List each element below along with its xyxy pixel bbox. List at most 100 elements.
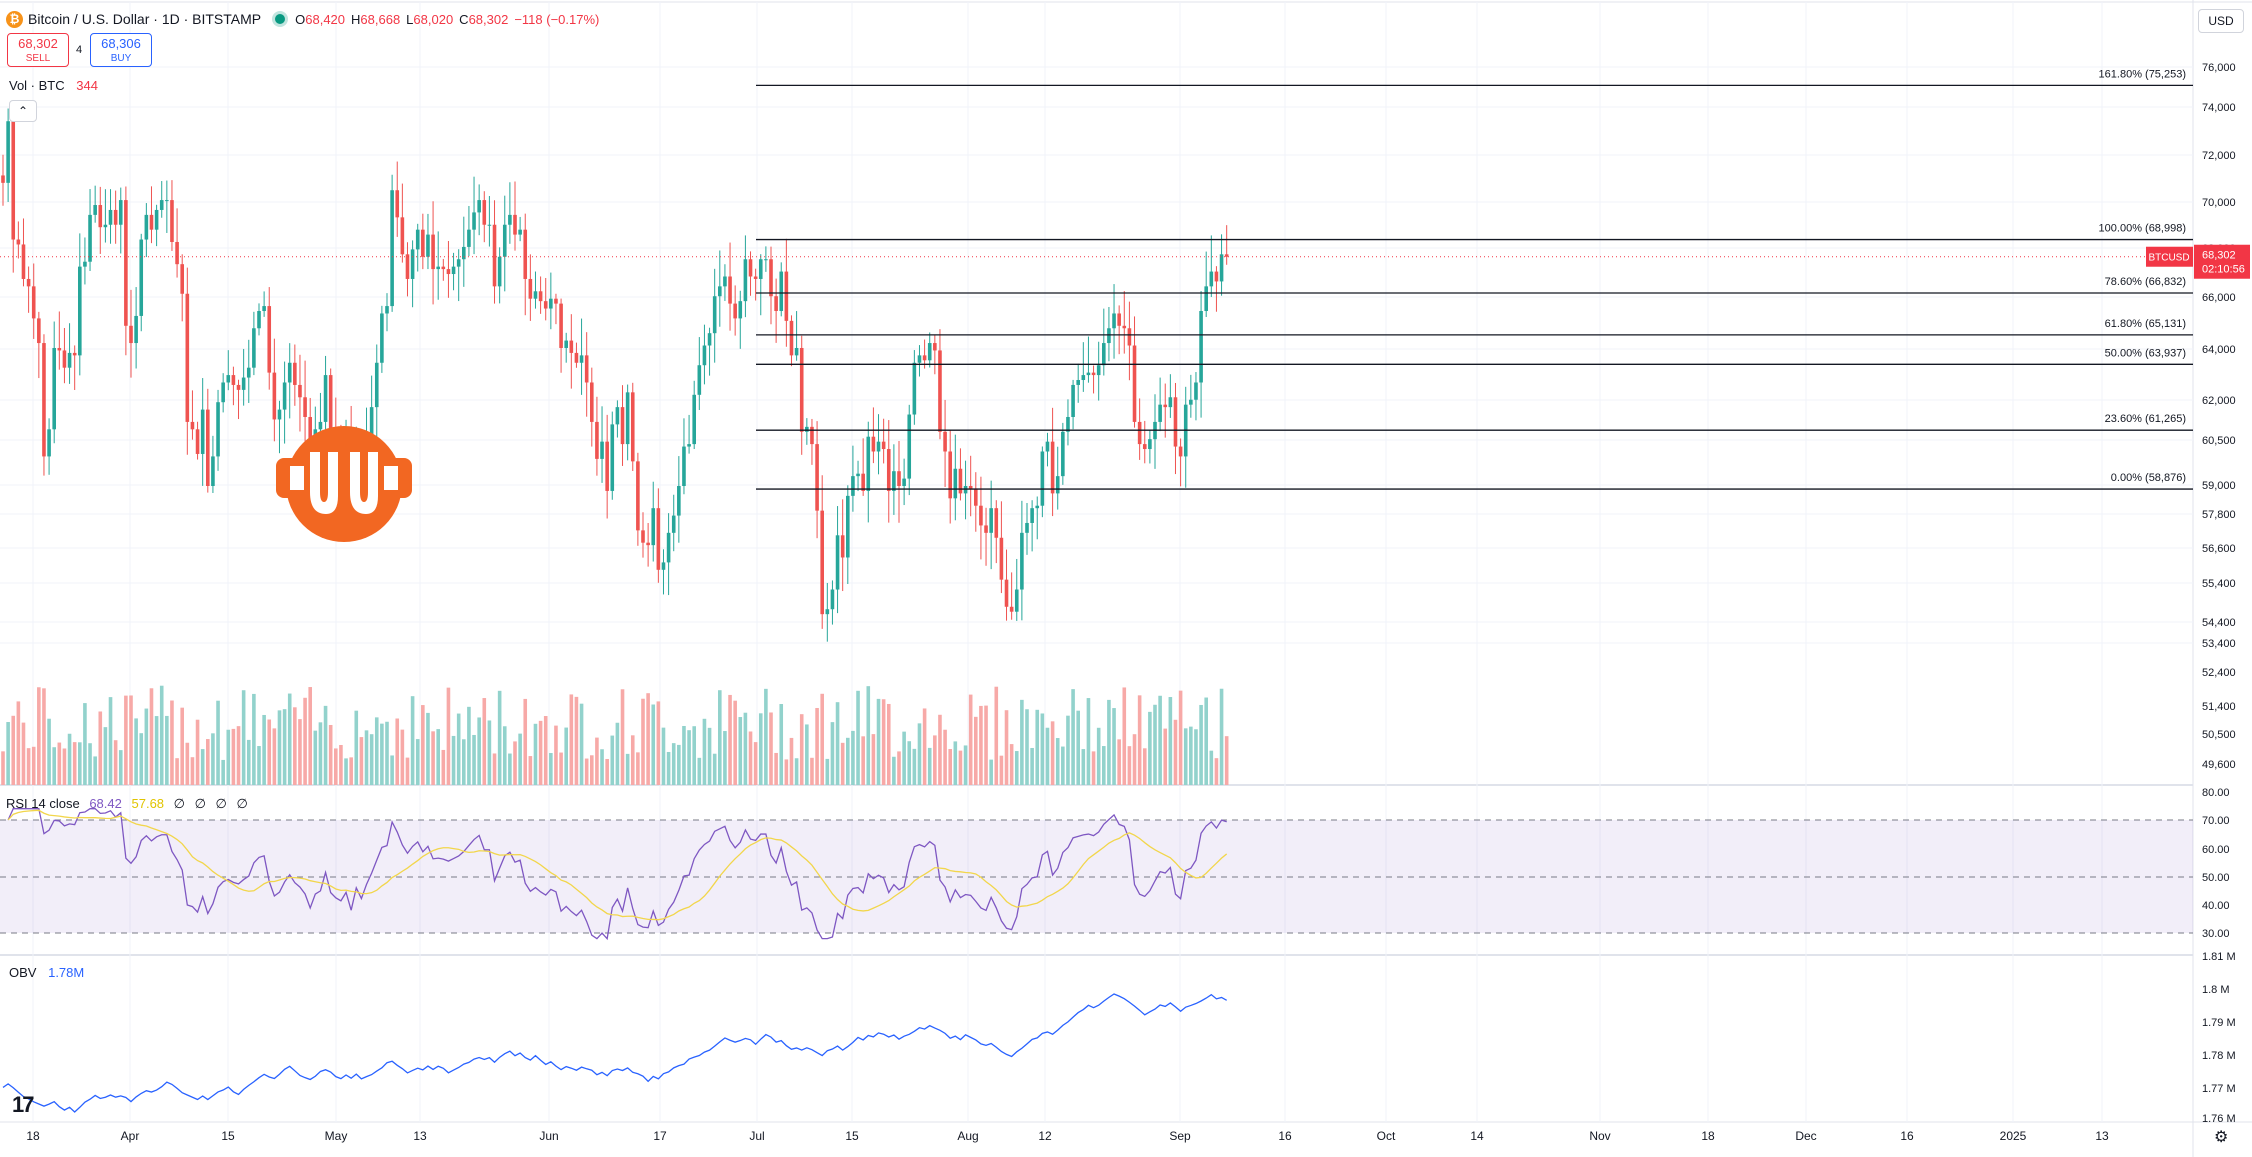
obv-value: 1.78M [48,965,85,980]
candle-body [118,200,123,225]
chevron-up-icon[interactable]: ⌃ [9,100,37,122]
candle-body [753,276,758,279]
candle-body [1076,380,1080,385]
candle-body [830,589,835,610]
rsi-axis-label: 60.00 [2202,844,2230,856]
time-axis-label: 13 [2095,1129,2109,1143]
time-axis-label: Aug [957,1129,978,1143]
volume-label: Vol · BTC [9,78,65,93]
rsi-axis-label: 30.00 [2202,928,2230,940]
candle-body [1199,311,1203,383]
volume-bar [933,735,937,785]
volume-bar [1045,727,1050,785]
rsi-label: RSI 14 close [6,796,80,811]
candle-body [938,350,942,432]
volume-bar [615,722,620,785]
volume-bar [231,728,236,785]
candle-body [298,384,302,398]
volume-bar [610,735,615,785]
candle-body [1173,397,1178,447]
volume-bar [446,687,451,785]
candle-body [1178,446,1183,457]
symbol-title[interactable]: Bitcoin / U.S. Dollar · 1D · BITSTAMP [28,11,262,27]
obv-legend[interactable]: OBV 1.78M [9,965,84,980]
time-axis-label: 16 [1900,1129,1914,1143]
volume-bar [267,719,272,785]
volume-bar [318,722,323,785]
candle-body [1204,286,1208,312]
candle-body [436,266,440,270]
candle-body [892,471,896,491]
candle-body [615,407,620,425]
volume-bar [374,717,379,785]
candle-body [840,535,845,558]
volume-bar [195,719,200,785]
candle-body [405,254,410,279]
gear-icon[interactable]: ⚙ [2214,1129,2229,1146]
volume-bar [625,753,630,785]
price-axis-label: 64,000 [2202,344,2236,356]
candle-body [574,352,579,363]
rsi-ma-line [7,809,1228,921]
candle-body [52,347,56,430]
candle-body [554,298,558,304]
price-axis-label: 52,400 [2202,667,2236,679]
volume-bar [159,685,164,785]
volume-bar [830,722,835,785]
ohlc-low: L68,020 [406,11,454,27]
volume-bar [989,759,993,785]
volume-bar [769,712,773,785]
candle-body [1148,439,1152,450]
candle-body [206,409,210,486]
volume-legend[interactable]: Vol · BTC 344 [9,78,98,93]
symbol-header[interactable]: ₿ Bitcoin / U.S. Dollar · 1D · BITSTAMP … [6,9,599,29]
volume-bar [262,714,266,785]
volume-bar [108,697,113,785]
volume-bar [42,688,46,785]
volume-bar [1127,746,1132,785]
candle-body [390,190,394,307]
volume-bar [1009,744,1014,785]
candle-body [641,530,645,543]
time-axis-label: 14 [1470,1129,1484,1143]
candle-body [144,214,149,240]
candle-body [502,224,507,257]
sell-button[interactable]: 68,302 SELL [7,33,69,67]
volume-bar [154,716,159,785]
obv-axis-label: 1.81 M [2202,951,2236,963]
volume-bar [221,759,225,785]
volume-bar [139,733,144,785]
volume-bar [630,735,635,785]
volume-bar [451,735,456,785]
volume-bar [1153,704,1157,785]
candle-body [687,444,691,447]
volume-bar [170,700,174,785]
candle-body [1127,328,1132,346]
candle-body [799,347,804,432]
volume-bar [113,740,118,785]
volume-bar [528,756,533,785]
price-axis-label: 62,000 [2202,395,2236,407]
fib-level-label: 50.00% (63,937) [2105,347,2186,359]
countdown-value: 02:10:56 [2202,264,2245,276]
time-axis-label: 16 [1278,1129,1292,1143]
candle-body [769,259,773,297]
buy-button[interactable]: 68,306 BUY [90,33,152,67]
volume-bar [467,706,471,785]
candle-body [1,175,5,183]
candle-body [93,205,97,215]
volume-bar [1055,738,1060,785]
volume-bar [380,723,384,785]
candle-body [441,266,446,270]
volume-bar [876,698,881,785]
currency-selector[interactable]: USD [2198,9,2244,33]
volume-bar [620,689,625,785]
volume-bar [497,690,502,785]
candle-body [851,476,855,496]
volume-bar [78,742,82,785]
volume-bar [743,712,748,785]
candle-body [1107,328,1111,344]
rsi-legend[interactable]: RSI 14 close 68.42 57.68 ∅ ∅ ∅ ∅ [6,796,251,812]
tradingview-logo-icon[interactable]: 17 [12,1092,35,1117]
